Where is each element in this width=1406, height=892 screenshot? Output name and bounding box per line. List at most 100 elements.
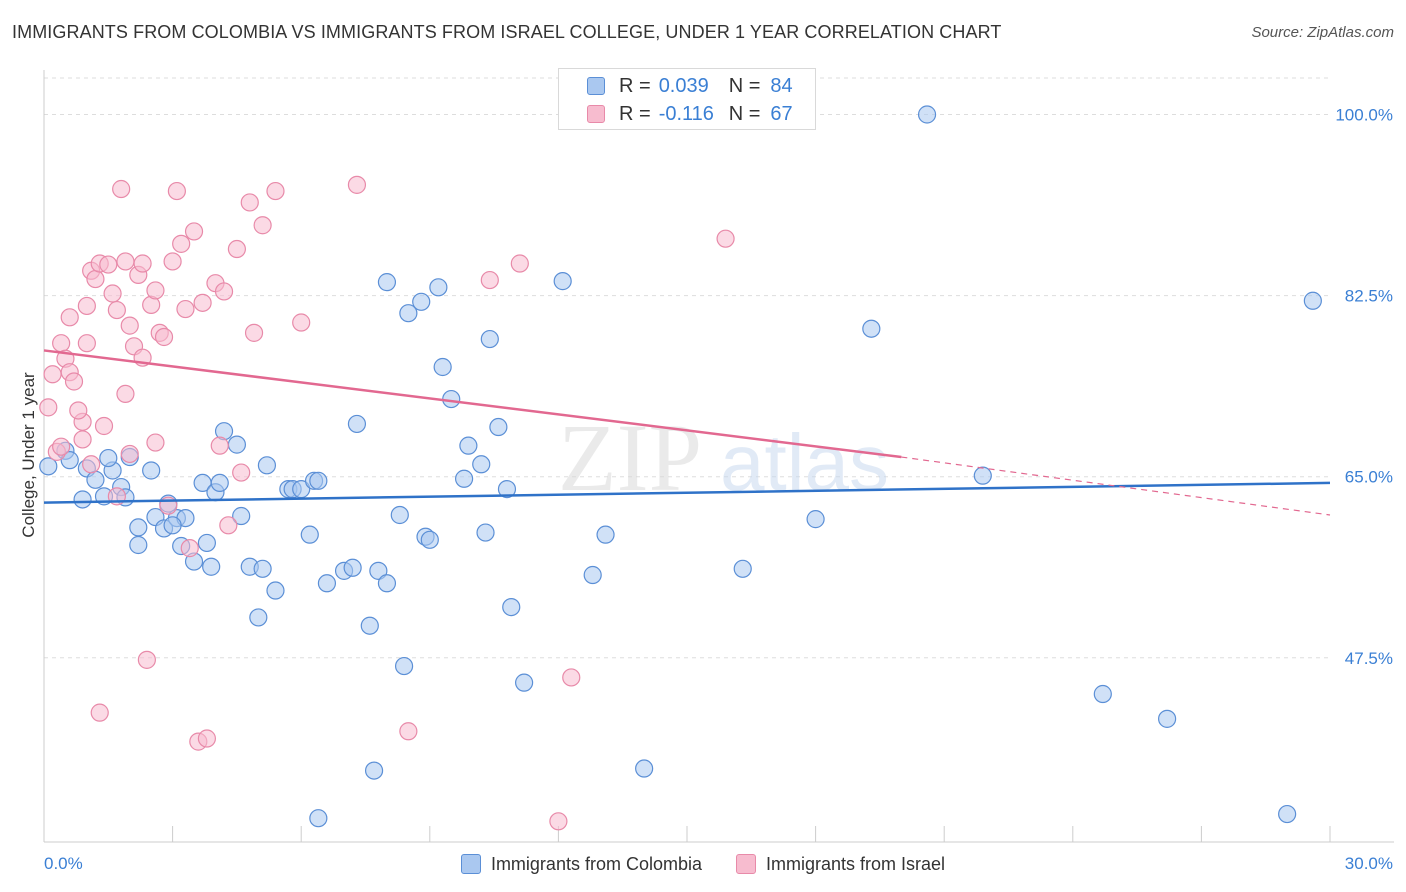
israel-point	[73, 430, 92, 449]
trend-layer	[43, 349, 1331, 516]
colombia-point	[309, 809, 328, 828]
r-value: 0.039	[658, 74, 709, 97]
israel-point	[146, 281, 165, 300]
colombia-point	[489, 417, 508, 437]
colombia-point	[202, 557, 221, 576]
n-value: 84	[770, 74, 793, 97]
colombia-point	[1093, 684, 1112, 704]
legend-item-colombia: Immigrants from Colombia	[460, 850, 702, 878]
israel-point	[107, 300, 126, 320]
colombia-point	[390, 505, 409, 525]
israel-point	[193, 293, 212, 312]
colombia-point	[635, 759, 654, 778]
colombia-point	[553, 272, 572, 291]
y-tick-label: 82.5%	[1345, 287, 1393, 306]
legend-label-colombia: Immigrants from Colombia	[490, 853, 702, 874]
colombia-point	[360, 616, 379, 635]
n-value: 67	[770, 102, 793, 125]
israel-point	[43, 365, 62, 384]
israel-point	[240, 193, 259, 212]
source-credit: Source: ZipAtlas.com	[1251, 24, 1394, 41]
colombia-point	[433, 357, 452, 377]
x-tick-label: 30.0%	[1345, 854, 1393, 873]
israel-point	[60, 308, 79, 327]
israel-point	[244, 323, 264, 342]
israel-point	[116, 252, 135, 271]
colombia-point	[99, 448, 118, 468]
colombia-swatch	[587, 77, 605, 95]
colombia-point	[454, 469, 474, 488]
colombia-point	[973, 466, 992, 485]
colombia-point	[309, 471, 328, 490]
israel-point	[64, 372, 84, 391]
colombia-legend-swatch	[460, 854, 481, 874]
israel-point	[562, 668, 581, 687]
colombia-point	[806, 510, 825, 529]
colombia-point	[862, 319, 881, 338]
israel-point	[167, 181, 186, 201]
colombia-point	[249, 608, 268, 627]
colombia-point	[210, 473, 229, 493]
y-tick-label: 47.5%	[1345, 649, 1393, 668]
y-tick-label: 100.0%	[1335, 105, 1393, 124]
colombia-point	[343, 558, 362, 577]
israel-point	[347, 175, 367, 194]
colombia-point	[377, 273, 397, 292]
israel-point	[77, 296, 96, 316]
tick-label-layer: 47.5% 65.0% 82.5% 100.0% 0.0% 30.0%	[44, 105, 1393, 873]
legend-item-israel: Immigrants from Israel	[736, 850, 945, 878]
israel-point	[146, 433, 165, 452]
colombia-point	[163, 516, 182, 535]
colombia-point	[476, 523, 495, 542]
colombia-point	[497, 480, 517, 499]
colombia-point	[1158, 709, 1177, 728]
n-label: N =	[728, 74, 761, 97]
colombia-point	[596, 525, 615, 544]
israel-point	[82, 455, 101, 474]
colombia-point	[39, 457, 58, 476]
israel-point	[549, 812, 568, 831]
israel-point	[99, 255, 118, 274]
colombia-point	[197, 533, 216, 553]
colombia-point	[459, 436, 478, 455]
colombia-point	[142, 461, 161, 480]
x-tick-label: 0.0%	[44, 854, 83, 873]
israel-point	[120, 444, 139, 464]
colombia-point	[266, 581, 285, 600]
israel-point	[214, 282, 234, 301]
israel-point	[69, 401, 88, 420]
israel-point	[154, 327, 174, 347]
israel-point	[116, 384, 135, 404]
israel-point	[266, 181, 285, 201]
series-legend: Immigrants from Colombia Immigrants from…	[0, 850, 1406, 878]
israel-point	[292, 313, 311, 332]
colombia-point	[253, 559, 272, 578]
israel-trend-line	[43, 349, 902, 459]
r-label: R =	[619, 74, 651, 97]
colombia-point	[227, 435, 246, 454]
israel-point	[716, 229, 735, 248]
israel-point	[163, 252, 182, 271]
israel-point	[510, 254, 529, 273]
colombia-point	[129, 535, 148, 555]
r-value: -0.116	[658, 102, 714, 125]
y-axis-label: College, Under 1 year	[19, 372, 38, 538]
israel-point	[90, 703, 109, 722]
colombia-point	[472, 455, 491, 474]
axis-layer	[43, 70, 1394, 843]
israel-point	[77, 334, 96, 353]
colombia-point	[300, 525, 319, 544]
stats-row-colombia: R = 0.039 N = 84	[587, 71, 793, 101]
colombia-point	[377, 574, 397, 593]
israel-point	[197, 729, 216, 748]
israel-point	[399, 722, 418, 741]
colombia-point	[1303, 291, 1322, 310]
n-label: N =	[728, 102, 761, 125]
colombia-point	[257, 456, 277, 475]
israel-point	[86, 269, 105, 289]
israel-swatch	[587, 105, 605, 123]
stats-legend: R = 0.039 N = 84 R = -0.116 N = 67	[558, 68, 816, 130]
r-label: R =	[619, 102, 651, 125]
colombia-point	[394, 656, 414, 676]
